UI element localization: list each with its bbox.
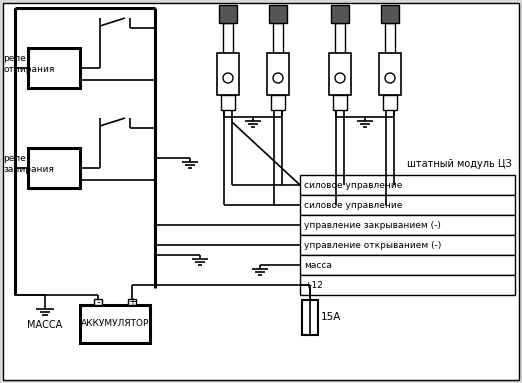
Circle shape	[273, 73, 283, 83]
Bar	[300, 255, 515, 275]
Bar	[128, 299, 136, 305]
Text: силовое управление: силовое управление	[304, 180, 402, 190]
Bar	[267, 53, 289, 95]
Bar	[331, 5, 349, 23]
Bar	[300, 235, 515, 255]
Bar	[271, 95, 285, 110]
Bar	[335, 23, 345, 53]
Bar	[300, 175, 515, 195]
Bar	[217, 53, 239, 95]
Bar	[379, 53, 401, 95]
Bar	[28, 148, 80, 188]
Text: реле
запирания: реле запирания	[3, 154, 54, 174]
Text: штатный модуль ЦЗ: штатный модуль ЦЗ	[407, 159, 512, 169]
Text: +: +	[128, 297, 136, 307]
Text: силовое управление: силовое управление	[304, 200, 402, 210]
Bar	[219, 5, 237, 23]
Bar	[333, 95, 347, 110]
Bar	[302, 300, 318, 335]
Bar	[221, 95, 235, 110]
Text: масса: масса	[304, 260, 332, 270]
Text: -: -	[96, 297, 100, 307]
Bar	[329, 53, 351, 95]
Bar	[28, 48, 80, 88]
Circle shape	[335, 73, 345, 83]
Text: управление закрыванием (-): управление закрыванием (-)	[304, 221, 441, 229]
Bar	[223, 23, 233, 53]
Bar	[383, 95, 397, 110]
Circle shape	[385, 73, 395, 83]
Bar	[300, 195, 515, 215]
Text: +12: +12	[304, 280, 323, 290]
Text: 15А: 15А	[321, 312, 341, 322]
Bar	[269, 5, 287, 23]
Circle shape	[223, 73, 233, 83]
Bar	[385, 23, 395, 53]
Bar	[300, 215, 515, 235]
Bar	[273, 23, 283, 53]
Bar	[300, 275, 515, 295]
Bar	[381, 5, 399, 23]
Text: АККУМУЛЯТОР: АККУМУЛЯТОР	[81, 319, 149, 329]
Bar	[80, 305, 150, 343]
Bar	[94, 299, 102, 305]
Text: реле
отпирания: реле отпирания	[3, 54, 54, 74]
Text: МАССА: МАССА	[27, 320, 63, 330]
Text: управление открыванием (-): управление открыванием (-)	[304, 241, 442, 249]
